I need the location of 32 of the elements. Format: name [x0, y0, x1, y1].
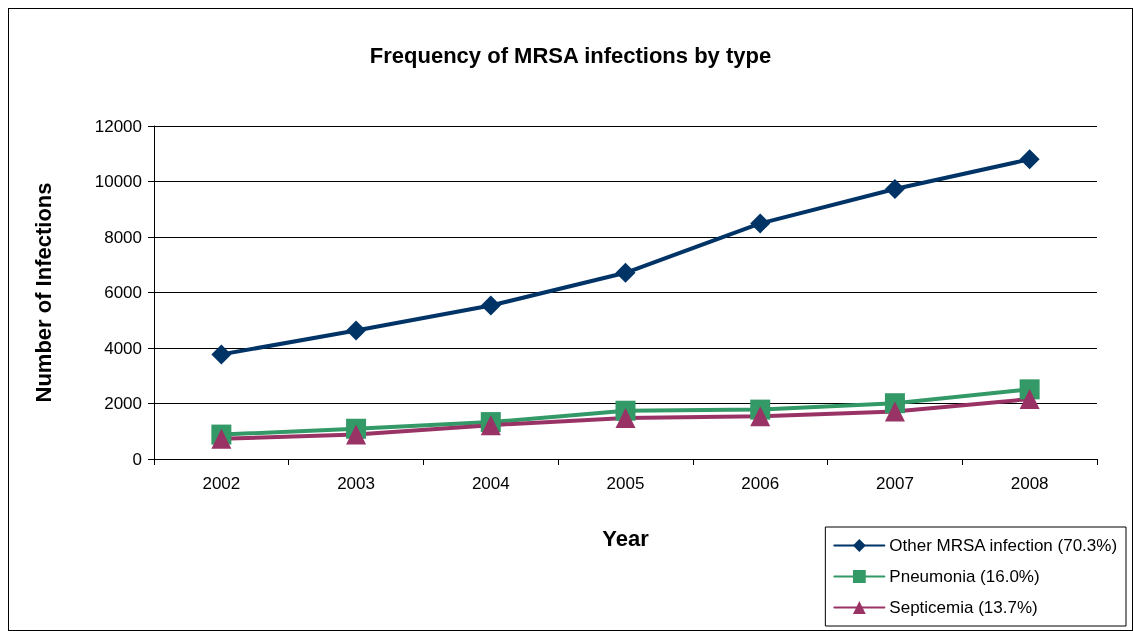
point: [884, 401, 905, 422]
point: [211, 344, 232, 365]
y-tick-label: 2000: [104, 394, 142, 413]
point: [1019, 149, 1040, 170]
x-tick-label: 2005: [606, 474, 645, 493]
y-tick-label: 0: [132, 449, 142, 469]
x-tick-label: 2006: [741, 474, 780, 493]
y-tick-label: 8000: [104, 227, 142, 247]
y-tick-label: 12000: [94, 116, 142, 136]
point: [1019, 389, 1040, 410]
point: [346, 320, 367, 341]
point: [750, 406, 771, 427]
y-axis-title: Number of Infections: [30, 182, 56, 403]
x-tick-label: 2002: [202, 474, 241, 493]
point: [750, 213, 771, 234]
y-tick-label: 4000: [104, 338, 142, 358]
point: [346, 424, 367, 445]
x-tick-label: 2004: [471, 474, 510, 493]
x-tick-label: 2003: [337, 474, 375, 493]
x-tick-label: 2007: [876, 474, 914, 493]
y-tick-label: 10000: [94, 172, 142, 191]
x-tick-label: 2008: [1010, 474, 1049, 493]
y-tick-label: 6000: [104, 283, 142, 302]
legend-label: Septicemia (13.7%): [889, 598, 1038, 617]
legend-label: Other MRSA infection (70.3%): [889, 536, 1118, 555]
point: [615, 407, 636, 428]
point: [884, 178, 905, 199]
point: [480, 295, 501, 316]
chart-title: Frequency of MRSA infections by type: [369, 42, 772, 68]
x-axis-title: Year: [602, 525, 650, 551]
point: [615, 262, 636, 283]
legend-label: Pneumonia (16.0%): [889, 567, 1040, 586]
